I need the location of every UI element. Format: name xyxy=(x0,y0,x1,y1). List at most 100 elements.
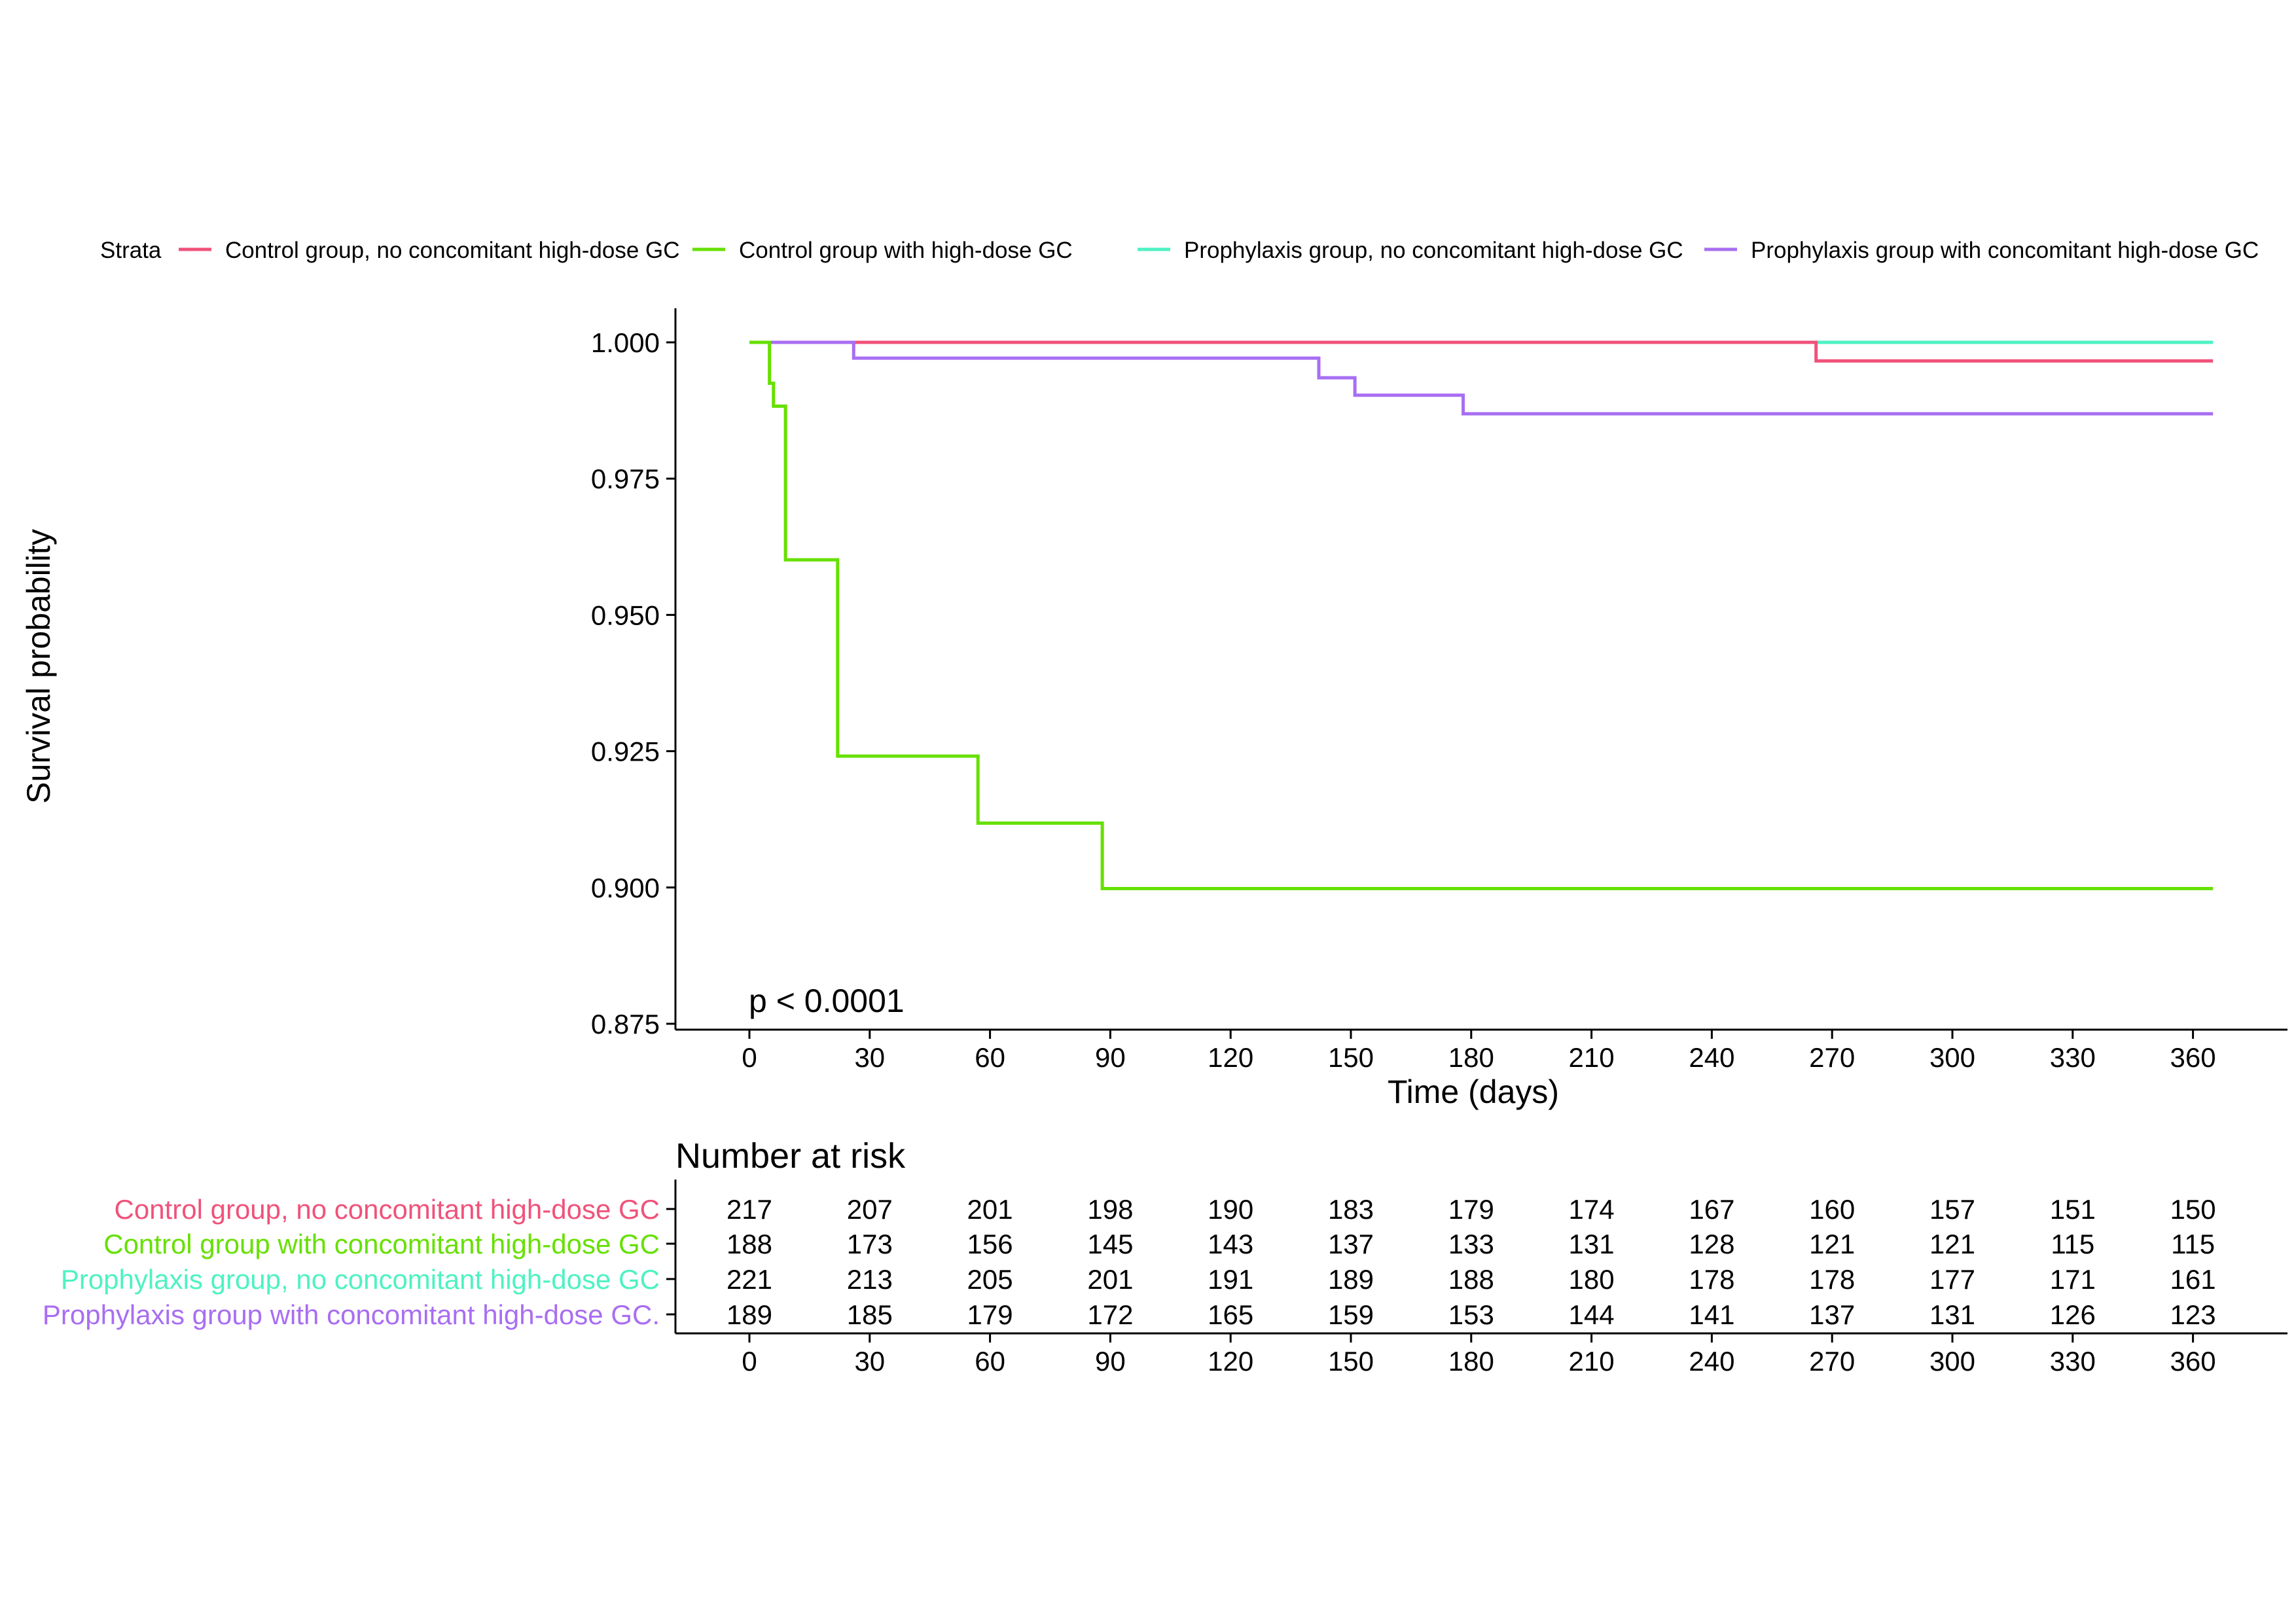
risk-x-tick-label: 300 xyxy=(1929,1346,1975,1377)
legend-entry: Prophylaxis group with concomitant high-… xyxy=(1751,238,2259,263)
risk-value: 207 xyxy=(847,1194,893,1225)
x-tick-label: 300 xyxy=(1929,1042,1975,1073)
risk-value: 137 xyxy=(1328,1229,1374,1259)
risk-x-tick-label: 240 xyxy=(1689,1346,1734,1377)
risk-x-tick-label: 150 xyxy=(1328,1346,1374,1377)
risk-value: 167 xyxy=(1689,1194,1734,1225)
risk-value: 213 xyxy=(847,1264,893,1295)
risk-value: 189 xyxy=(1328,1264,1374,1295)
risk-value: 171 xyxy=(2050,1264,2096,1295)
x-tick-label: 90 xyxy=(1095,1042,1126,1073)
x-tick-label: 330 xyxy=(2050,1042,2096,1073)
risk-value: 151 xyxy=(2050,1194,2096,1225)
risk-value: 145 xyxy=(1087,1229,1133,1259)
risk-value: 191 xyxy=(1208,1264,1253,1295)
risk-value: 188 xyxy=(726,1229,772,1259)
x-tick-label: 360 xyxy=(2170,1042,2216,1073)
risk-x-tick-label: 210 xyxy=(1569,1346,1615,1377)
risk-table-cells: Control group, no concomitant high-dose … xyxy=(43,1194,2216,1330)
risk-x-tick-label: 120 xyxy=(1208,1346,1253,1377)
risk-value: 161 xyxy=(2170,1264,2216,1295)
risk-x-tick-label: 30 xyxy=(854,1346,885,1377)
risk-row-label: Control group with concomitant high-dose… xyxy=(103,1229,660,1259)
risk-value: 221 xyxy=(726,1264,772,1295)
x-tick-label: 150 xyxy=(1328,1042,1374,1073)
x-tick-label: 0 xyxy=(742,1042,757,1073)
risk-value: 115 xyxy=(2051,1229,2094,1259)
risk-value: 201 xyxy=(967,1194,1013,1225)
risk-value: 173 xyxy=(847,1229,893,1259)
legend: Strata Control group, no concomitant hig… xyxy=(100,238,2259,263)
risk-value: 201 xyxy=(1087,1264,1133,1295)
x-axis-title: Time (days) xyxy=(1388,1074,1559,1110)
risk-value: 183 xyxy=(1328,1194,1374,1225)
risk-value: 115 xyxy=(2171,1229,2215,1259)
x-tick-label: 60 xyxy=(975,1042,1005,1073)
risk-value: 185 xyxy=(847,1299,893,1330)
risk-value: 133 xyxy=(1448,1229,1494,1259)
risk-x-tick-label: 0 xyxy=(742,1346,757,1377)
risk-value: 157 xyxy=(1929,1194,1975,1225)
risk-value: 143 xyxy=(1208,1229,1253,1259)
risk-value: 128 xyxy=(1689,1229,1734,1259)
x-tick-label: 30 xyxy=(854,1042,885,1073)
risk-value: 160 xyxy=(1809,1194,1855,1225)
legend-entry: Control group, no concomitant high-dose … xyxy=(225,238,680,263)
risk-value: 190 xyxy=(1208,1194,1253,1225)
risk-value: 141 xyxy=(1689,1299,1734,1330)
legend-entry: Prophylaxis group, no concomitant high-d… xyxy=(1184,238,1683,263)
risk-row-label: Prophylaxis group, no concomitant high-d… xyxy=(61,1264,660,1295)
risk-row-label: Control group, no concomitant high-dose … xyxy=(115,1194,660,1225)
risk-value: 153 xyxy=(1448,1299,1494,1330)
x-tick-label: 180 xyxy=(1448,1042,1494,1073)
risk-table-title: Number at risk xyxy=(675,1136,906,1176)
risk-value: 131 xyxy=(1569,1229,1615,1259)
risk-value: 217 xyxy=(726,1194,772,1225)
risk-row-label: Prophylaxis group with concomitant high-… xyxy=(43,1299,660,1330)
risk-value: 159 xyxy=(1328,1299,1374,1330)
risk-value: 205 xyxy=(967,1264,1013,1295)
risk-value: 144 xyxy=(1569,1299,1615,1330)
risk-x-tick-label: 360 xyxy=(2170,1346,2216,1377)
p-value-annotation: p < 0.0001 xyxy=(749,983,905,1019)
y-tick-label: 0.925 xyxy=(591,736,660,767)
x-tick-label: 270 xyxy=(1809,1042,1855,1073)
risk-value: 198 xyxy=(1087,1194,1133,1225)
risk-x-tick-label: 180 xyxy=(1448,1346,1494,1377)
x-axis: 0 30 60 90 120 150 180 210 240 270 300 330 360 xyxy=(675,1028,2287,1073)
risk-value: 123 xyxy=(2170,1299,2216,1330)
risk-value: 131 xyxy=(1929,1299,1975,1330)
risk-value: 180 xyxy=(1569,1264,1615,1295)
risk-value: 126 xyxy=(2050,1299,2096,1330)
y-axis: 0.875 0.900 0.925 0.950 0.975 1.000 xyxy=(591,308,677,1039)
risk-table: Number at risk 0 30 60 90 120 150 180 210 240 270… xyxy=(43,1136,2287,1377)
risk-value: 165 xyxy=(1208,1299,1253,1330)
risk-value: 178 xyxy=(1689,1264,1734,1295)
risk-value: 188 xyxy=(1448,1264,1494,1295)
survival-curve xyxy=(749,340,2214,890)
risk-value: 178 xyxy=(1809,1264,1855,1295)
y-tick-label: 1.000 xyxy=(591,327,660,358)
legend-entry: Control group with high-dose GC xyxy=(739,238,1073,263)
risk-value: 174 xyxy=(1569,1194,1615,1225)
y-tick-label: 0.975 xyxy=(591,463,660,494)
risk-value: 150 xyxy=(2170,1194,2216,1225)
y-tick-label: 0.875 xyxy=(591,1009,660,1039)
risk-x-tick-label: 270 xyxy=(1809,1346,1855,1377)
survival-curve xyxy=(749,340,2214,363)
y-axis-title: Survival probability xyxy=(20,529,57,804)
risk-value: 137 xyxy=(1809,1299,1855,1330)
risk-value: 121 xyxy=(1809,1229,1855,1259)
x-tick-label: 120 xyxy=(1208,1042,1253,1073)
x-tick-label: 240 xyxy=(1689,1042,1734,1073)
risk-table-axes: 0 30 60 90 120 150 180 210 240 270 300 330 360 xyxy=(666,1180,2287,1377)
risk-value: 179 xyxy=(1448,1194,1494,1225)
survival-plot: 0.875 0.900 0.925 0.950 0.975 1.000 0 30 60 90 12… xyxy=(20,308,2287,1110)
survival-curves xyxy=(749,340,2214,890)
survival-curve xyxy=(749,340,2214,416)
risk-value: 121 xyxy=(1929,1229,1975,1259)
risk-x-tick-label: 60 xyxy=(975,1346,1005,1377)
risk-value: 177 xyxy=(1929,1264,1975,1295)
y-tick-label: 0.900 xyxy=(591,873,660,903)
